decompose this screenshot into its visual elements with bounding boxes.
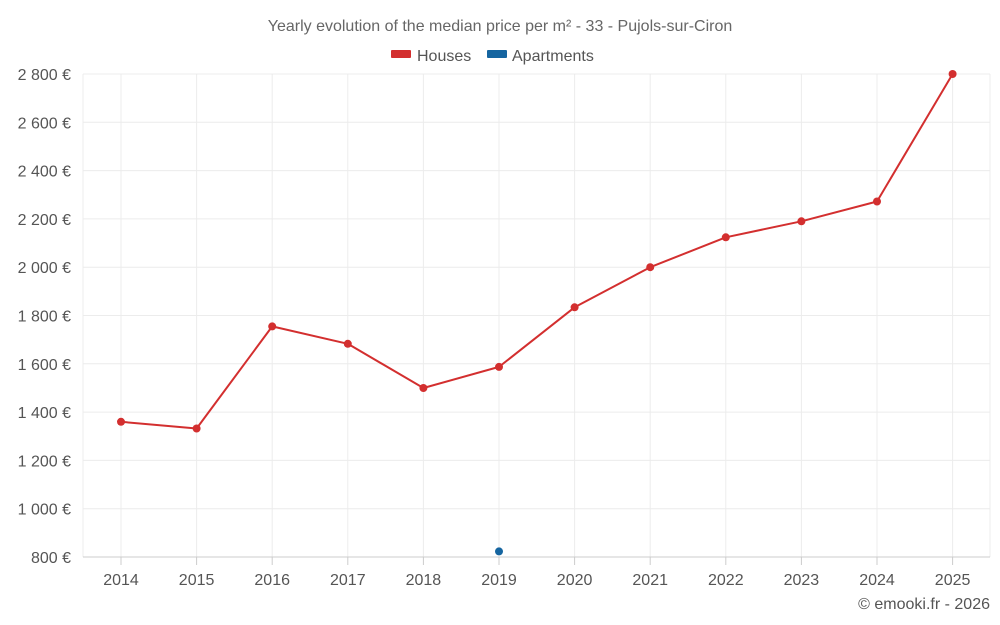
data-point-houses[interactable]: [797, 217, 806, 226]
y-tick-label: 2 800 €: [18, 67, 71, 84]
x-tick-label: 2016: [254, 572, 290, 589]
x-tick-label: 2025: [935, 572, 971, 589]
grid: [82, 73, 991, 557]
x-tick-label: 2015: [179, 572, 215, 589]
y-tick-label: 1 000 €: [18, 502, 71, 519]
legend: Houses Apartments: [391, 48, 594, 65]
x-tick-label: 2021: [632, 572, 668, 589]
y-tick-label: 2 400 €: [18, 164, 71, 181]
data-point-houses[interactable]: [343, 339, 352, 348]
data-point-houses[interactable]: [948, 70, 957, 78]
x-tick-label: 2014: [103, 572, 139, 589]
y-tick-label: 1 800 €: [18, 309, 71, 326]
legend-swatch-houses: [391, 50, 411, 58]
axes: 800 € 1 000 € 1 200 € 1 400 € 1 600 € 1 800 €…: [18, 67, 990, 589]
x-tick-label: 2024: [859, 572, 895, 589]
series: [117, 70, 957, 556]
data-point-houses[interactable]: [419, 384, 428, 392]
y-tick-label: 1 200 €: [18, 453, 71, 470]
legend-label-apartments[interactable]: Apartments: [512, 48, 594, 65]
y-tick-label: 800 €: [31, 550, 71, 567]
data-point-apartments[interactable]: [495, 547, 503, 556]
data-point-houses[interactable]: [495, 362, 503, 371]
x-tick-label: 2023: [784, 572, 820, 589]
legend-swatch-apartments: [487, 50, 507, 58]
data-point-houses[interactable]: [646, 263, 655, 272]
y-tick-label: 2 000 €: [18, 260, 71, 277]
data-point-houses[interactable]: [873, 197, 881, 206]
y-tick-label: 2 200 €: [18, 212, 71, 229]
data-point-houses[interactable]: [192, 424, 201, 433]
data-point-houses[interactable]: [268, 322, 277, 331]
x-tick-label: 2020: [557, 572, 593, 589]
x-tick-label: 2019: [481, 572, 517, 589]
x-tick-label: 2022: [708, 572, 744, 589]
credit-text: © emooki.fr - 2026: [858, 596, 990, 613]
y-tick-label: 2 600 €: [18, 115, 71, 132]
data-point-houses[interactable]: [117, 417, 125, 426]
data-point-houses[interactable]: [570, 303, 579, 312]
chart-title: Yearly evolution of the median price per…: [268, 18, 733, 35]
x-tick-label: 2017: [330, 572, 366, 589]
y-tick-label: 1 600 €: [18, 357, 71, 374]
series-line-houses: [120, 73, 954, 430]
x-tick-label: 2018: [406, 572, 442, 589]
data-point-houses[interactable]: [721, 233, 730, 242]
y-tick-label: 1 400 €: [18, 405, 71, 422]
legend-label-houses[interactable]: Houses: [417, 48, 471, 65]
